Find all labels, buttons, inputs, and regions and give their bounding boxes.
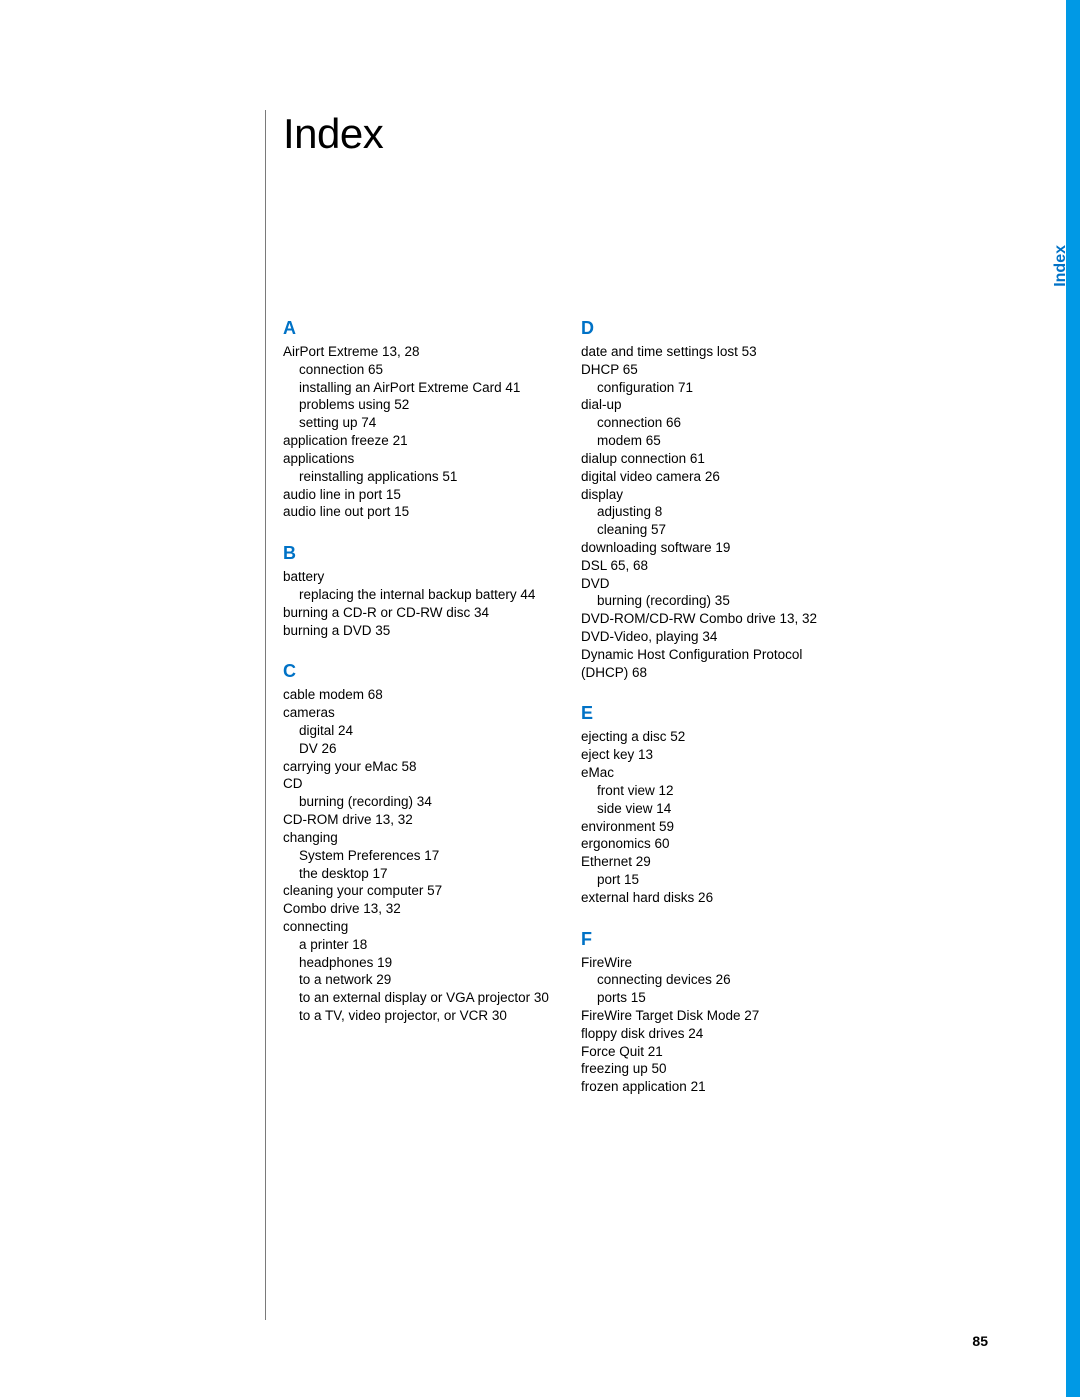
- index-letter: E: [581, 703, 851, 724]
- index-entry[interactable]: audio line out port 15: [283, 503, 553, 521]
- index-entry[interactable]: CD: [283, 775, 553, 793]
- index-entry[interactable]: external hard disks 26: [581, 889, 851, 907]
- index-entry[interactable]: Force Quit 21: [581, 1043, 851, 1061]
- index-entry[interactable]: replacing the internal backup battery 44: [283, 586, 553, 604]
- index-section: Eejecting a disc 52eject key 13eMacfront…: [581, 703, 851, 906]
- index-entry[interactable]: date and time settings lost 53: [581, 343, 851, 361]
- index-entry[interactable]: burning (recording) 34: [283, 793, 553, 811]
- index-entry[interactable]: digital 24: [283, 722, 553, 740]
- index-letter: A: [283, 318, 553, 339]
- index-entry[interactable]: environment 59: [581, 818, 851, 836]
- index-entry[interactable]: burning a DVD 35: [283, 622, 553, 640]
- index-entry[interactable]: eMac: [581, 764, 851, 782]
- index-entry[interactable]: ports 15: [581, 989, 851, 1007]
- index-section: Ccable modem 68camerasdigital 24DV 26car…: [283, 661, 553, 1024]
- index-section: A AirPort Extreme 13, 28connection 65inst…: [283, 318, 553, 521]
- index-column-right: Ddate and time settings lost 53DHCP 65co…: [581, 318, 851, 1118]
- index-entry[interactable]: DV 26: [283, 740, 553, 758]
- index-section: Ddate and time settings lost 53DHCP 65co…: [581, 318, 851, 681]
- index-entry[interactable]: AirPort Extreme 13, 28: [283, 343, 553, 361]
- index-entry[interactable]: changing: [283, 829, 553, 847]
- index-entry[interactable]: Ethernet 29: [581, 853, 851, 871]
- index-entry[interactable]: setting up 74: [283, 414, 553, 432]
- index-entry[interactable]: connecting devices 26: [581, 971, 851, 989]
- page-number: 85: [972, 1333, 988, 1349]
- index-section: Bbatteryreplacing the internal backup ba…: [283, 543, 553, 639]
- index-letter: F: [581, 929, 851, 950]
- index-entry[interactable]: dialup connection 61: [581, 450, 851, 468]
- index-letter: C: [283, 661, 553, 682]
- index-entry[interactable]: freezing up 50: [581, 1060, 851, 1078]
- index-entry[interactable]: side view 14: [581, 800, 851, 818]
- index-entry[interactable]: connecting: [283, 918, 553, 936]
- index-entry[interactable]: burning a CD-R or CD-RW disc 34: [283, 604, 553, 622]
- index-letter: B: [283, 543, 553, 564]
- index-entry[interactable]: to a network 29: [283, 971, 553, 989]
- index-entry[interactable]: cameras: [283, 704, 553, 722]
- index-entry[interactable]: a printer 18: [283, 936, 553, 954]
- index-entry[interactable]: display: [581, 486, 851, 504]
- index-entry[interactable]: carrying your eMac 58: [283, 758, 553, 776]
- index-entry[interactable]: adjusting 8: [581, 503, 851, 521]
- index-entry[interactable]: cleaning your computer 57: [283, 882, 553, 900]
- index-entry[interactable]: DSL 65, 68: [581, 557, 851, 575]
- page-body: Index AAirPort Extreme 13, 28connection …: [0, 0, 1024, 1397]
- index-letter: D: [581, 318, 851, 339]
- index-entry[interactable]: the desktop 17: [283, 865, 553, 883]
- index-entry[interactable]: DVD-Video, playing 34: [581, 628, 851, 646]
- index-entry[interactable]: DVD-ROM/CD-RW Combo drive 13, 32: [581, 610, 851, 628]
- index-entry[interactable]: reinstalling applications 51: [283, 468, 553, 486]
- index-entry[interactable]: digital video camera 26: [581, 468, 851, 486]
- index-entry[interactable]: floppy disk drives 24: [581, 1025, 851, 1043]
- index-entry[interactable]: connection 66: [581, 414, 851, 432]
- index-entry[interactable]: headphones 19: [283, 954, 553, 972]
- index-entry[interactable]: Dynamic Host Configuration Protocol (DHC…: [581, 646, 851, 682]
- index-entry[interactable]: frozen application 21: [581, 1078, 851, 1096]
- index-entry[interactable]: battery: [283, 568, 553, 586]
- index-entry[interactable]: burning (recording) 35: [581, 592, 851, 610]
- index-entry[interactable]: audio line in port 15: [283, 486, 553, 504]
- index-columns: A AirPort Extreme 13, 28connection 65inst…: [283, 318, 1024, 1118]
- index-column-left: A AirPort Extreme 13, 28connection 65inst…: [283, 318, 553, 1118]
- index-entry[interactable]: front view 12: [581, 782, 851, 800]
- index-entry[interactable]: DVD: [581, 575, 851, 593]
- index-entry[interactable]: applications: [283, 450, 553, 468]
- index-entry[interactable]: connection 65: [283, 361, 553, 379]
- index-entry[interactable]: ergonomics 60: [581, 835, 851, 853]
- index-entry[interactable]: configuration 71: [581, 379, 851, 397]
- index-entry[interactable]: Combo drive 13, 32: [283, 900, 553, 918]
- index-entry[interactable]: ejecting a disc 52: [581, 728, 851, 746]
- index-entry[interactable]: installing an AirPort Extreme Card 41: [283, 379, 553, 397]
- index-entry[interactable]: application freeze 21: [283, 432, 553, 450]
- index-entry[interactable]: eject key 13: [581, 746, 851, 764]
- index-entry[interactable]: to a TV, video projector, or VCR 30: [283, 1007, 553, 1025]
- index-entry[interactable]: downloading software 19: [581, 539, 851, 557]
- index-entry[interactable]: problems using 52: [283, 396, 553, 414]
- side-tab-label: Index: [1052, 245, 1070, 287]
- index-entry[interactable]: System Preferences 17: [283, 847, 553, 865]
- vertical-rule: [265, 110, 266, 1320]
- page-title: Index: [283, 110, 1024, 158]
- index-entry[interactable]: FireWire: [581, 954, 851, 972]
- index-entry[interactable]: cleaning 57: [581, 521, 851, 539]
- index-entry[interactable]: FireWire Target Disk Mode 27: [581, 1007, 851, 1025]
- index-entry[interactable]: dial-up: [581, 396, 851, 414]
- index-entry[interactable]: cable modem 68: [283, 686, 553, 704]
- index-entry[interactable]: modem 65: [581, 432, 851, 450]
- side-stripe: [1066, 0, 1080, 1397]
- index-entry[interactable]: DHCP 65: [581, 361, 851, 379]
- index-entry[interactable]: CD-ROM drive 13, 32: [283, 811, 553, 829]
- index-section: F FireWireconnecting devices 26ports 15Fi…: [581, 929, 851, 1097]
- index-entry[interactable]: to an external display or VGA projector …: [283, 989, 553, 1007]
- index-entry[interactable]: port 15: [581, 871, 851, 889]
